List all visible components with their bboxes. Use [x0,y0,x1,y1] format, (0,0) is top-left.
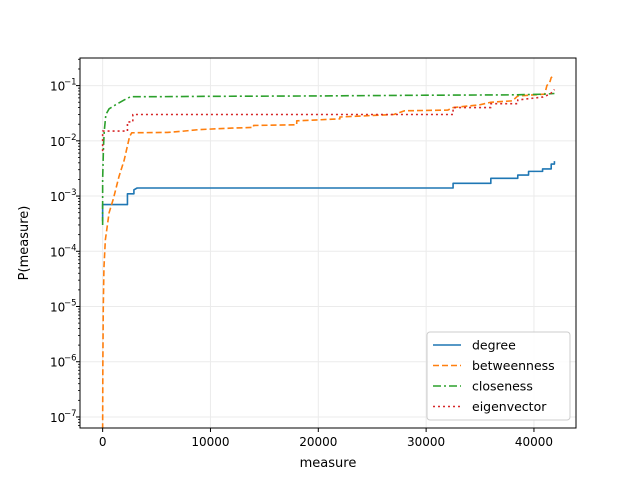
y-tick-base: 10 [50,245,65,259]
gridlines [80,58,576,428]
x-tick-label: 0 [99,435,107,449]
y-tick-base: 10 [50,135,65,149]
y-tick-exponent: −2 [64,133,77,143]
series-line-degree [101,161,556,222]
legend-label: degree [472,338,516,353]
y-tick-exponent: −3 [64,188,77,198]
y-axis-label: P(measure) [17,206,32,281]
legend: degree betweenness closeness eigenvector [426,331,571,421]
legend-item: eigenvector [433,399,547,414]
legend-label: closeness [472,379,533,394]
legend-item: betweenness [433,358,555,373]
legend-item: closeness [433,379,533,394]
x-tick-label: 20000 [299,435,337,449]
legend-label: betweenness [472,358,555,373]
y-tick-base: 10 [50,80,65,94]
y-tick-label: 10−4 [50,243,77,259]
y-tick-base: 10 [50,411,65,425]
series-lines [101,75,556,428]
y-tick-exponent: −6 [64,354,77,364]
legend-label: eigenvector [472,399,547,414]
y-tick-label: 10−1 [50,78,77,94]
y-tick-label: 10−2 [50,133,77,149]
x-tick-label: 10000 [191,435,229,449]
y-tick-base: 10 [50,301,65,315]
axes-frame [79,57,577,429]
series-line-closeness [101,92,555,225]
x-tick-label: 40000 [515,435,553,449]
tick-marks: 0 10000 20000 30000 4000010−710−610−510−410−… [50,58,553,449]
y-tick-exponent: −5 [64,299,77,309]
y-tick-exponent: −1 [64,78,77,88]
x-axis-label: measure [300,456,357,471]
y-tick-base: 10 [50,356,65,370]
y-tick-label: 10−5 [50,299,77,315]
series-line-betweenness [101,75,555,428]
y-tick-exponent: −4 [64,243,77,253]
y-tick-label: 10−3 [50,188,77,204]
legend-box [426,331,571,421]
series-line-eigenvector [101,88,556,152]
legend-item: degree [433,338,516,353]
y-tick-label: 10−7 [50,409,77,425]
x-tick-label: 30000 [407,435,445,449]
y-tick-exponent: −7 [64,409,77,419]
y-tick-label: 10−6 [50,354,77,370]
y-tick-base: 10 [50,190,65,204]
